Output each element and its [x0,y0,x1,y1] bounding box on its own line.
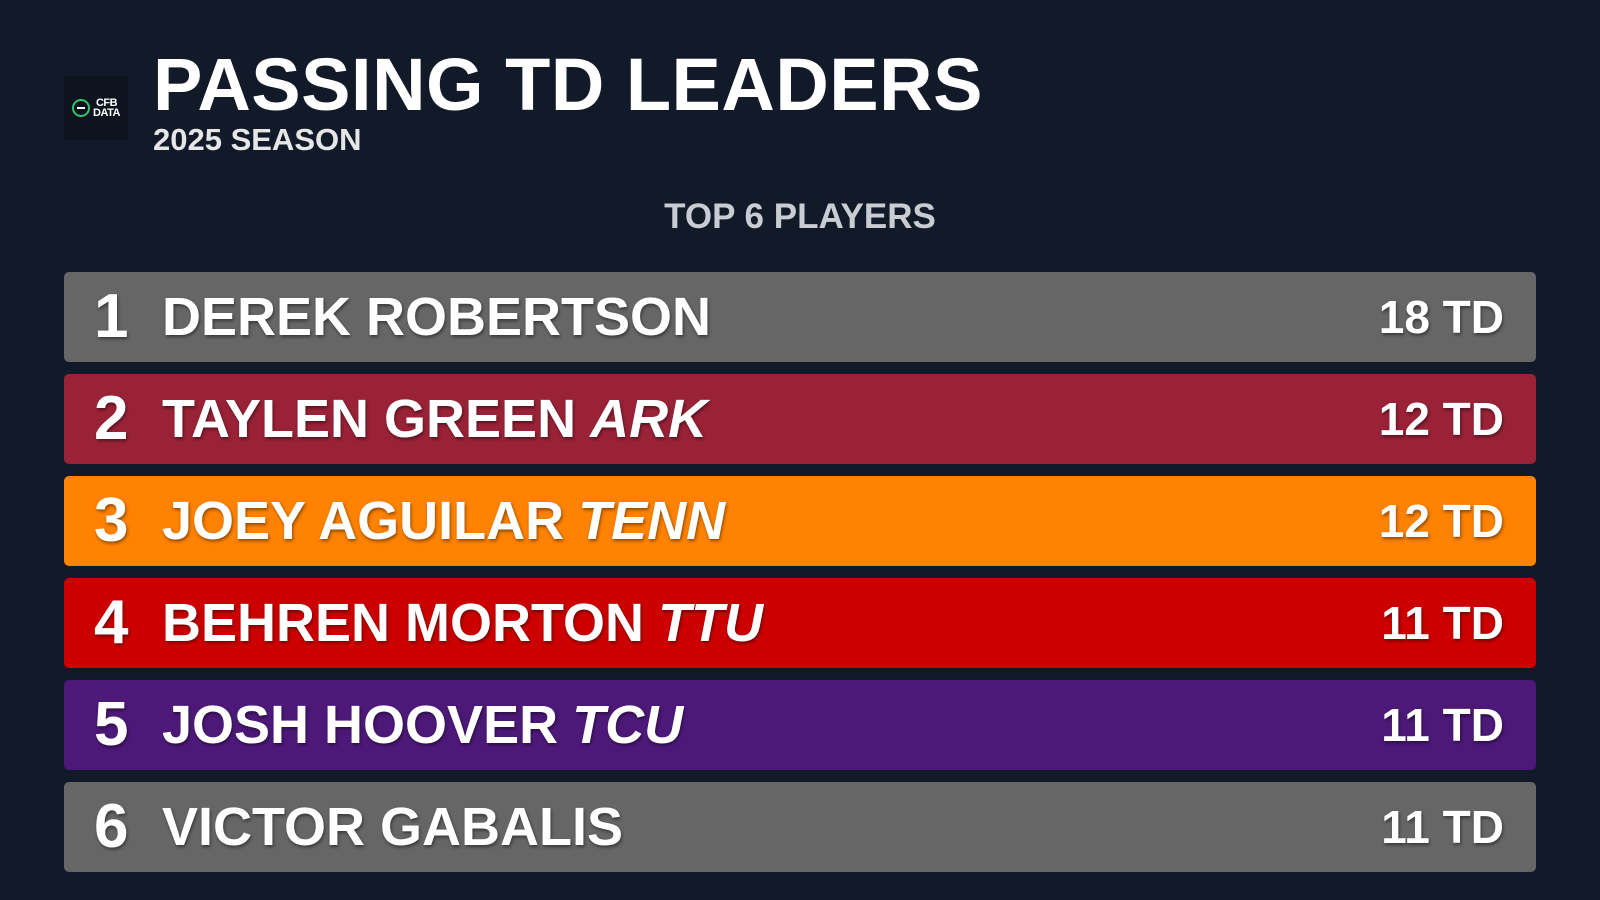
player-rank: 3 [94,486,129,555]
player-td-count: 12 TD [1378,495,1504,547]
player-td-count: 12 TD [1378,393,1504,445]
leaderboard-row: 6 VICTOR GABALIS 11 TD [64,782,1536,872]
header: CFB DATA PASSING TD LEADERS 2025 SEASON [64,44,983,158]
player-rank: 4 [94,588,129,657]
player-rank: 2 [94,384,129,453]
leaderboard-list: 1 DEREK ROBERTSON 18 TD 2 TAYLEN GREEN AR… [64,272,1536,884]
player-name-block: VICTOR GABALIS [162,782,623,872]
title-block: PASSING TD LEADERS 2025 SEASON [153,44,983,158]
cfb-data-logo: CFB DATA [64,76,128,140]
player-rank: 1 [94,282,129,351]
logo-text: CFB DATA [93,97,120,119]
player-name-block: BEHREN MORTON TTU [162,578,763,668]
leaderboard-row: 4 BEHREN MORTON TTU 11 TD [64,578,1536,668]
leaderboard-row: 1 DEREK ROBERTSON 18 TD [64,272,1536,362]
player-rank: 6 [94,792,129,861]
player-name-block: DEREK ROBERTSON [162,272,711,362]
player-team: TENN [578,491,726,551]
player-team: TTU [658,593,763,653]
player-td-count: 11 TD [1381,597,1504,649]
player-td-count: 18 TD [1378,291,1504,343]
player-rank: 5 [94,690,129,759]
logo-text-line2: DATA [93,107,120,119]
player-name-block: JOSH HOOVER TCU [162,680,683,770]
football-icon [72,99,91,117]
player-name-block: TAYLEN GREEN ARK [162,374,707,464]
player-name: JOEY AGUILAR [162,491,565,551]
leaderboard-row: 3 JOEY AGUILAR TENN 12 TD [64,476,1536,566]
page-title: PASSING TD LEADERS [153,43,983,126]
logo-text-line1: CFB [95,97,118,109]
player-name: TAYLEN GREEN [162,389,577,449]
section-label: TOP 6 PLAYERS [664,197,936,236]
player-team: ARK [590,389,708,449]
player-name: BEHREN MORTON [162,593,645,653]
player-td-count: 11 TD [1381,801,1504,853]
player-name: JOSH HOOVER [162,695,559,755]
player-team: TCU [572,695,684,755]
leaderboard-row: 2 TAYLEN GREEN ARK 12 TD [64,374,1536,464]
leaderboard-row: 5 JOSH HOOVER TCU 11 TD [64,680,1536,770]
player-name-block: JOEY AGUILAR TENN [162,476,725,566]
player-td-count: 11 TD [1381,699,1504,751]
player-name: DEREK ROBERTSON [162,287,712,347]
page-subtitle: 2025 SEASON [153,122,362,157]
player-name: VICTOR GABALIS [162,797,624,857]
